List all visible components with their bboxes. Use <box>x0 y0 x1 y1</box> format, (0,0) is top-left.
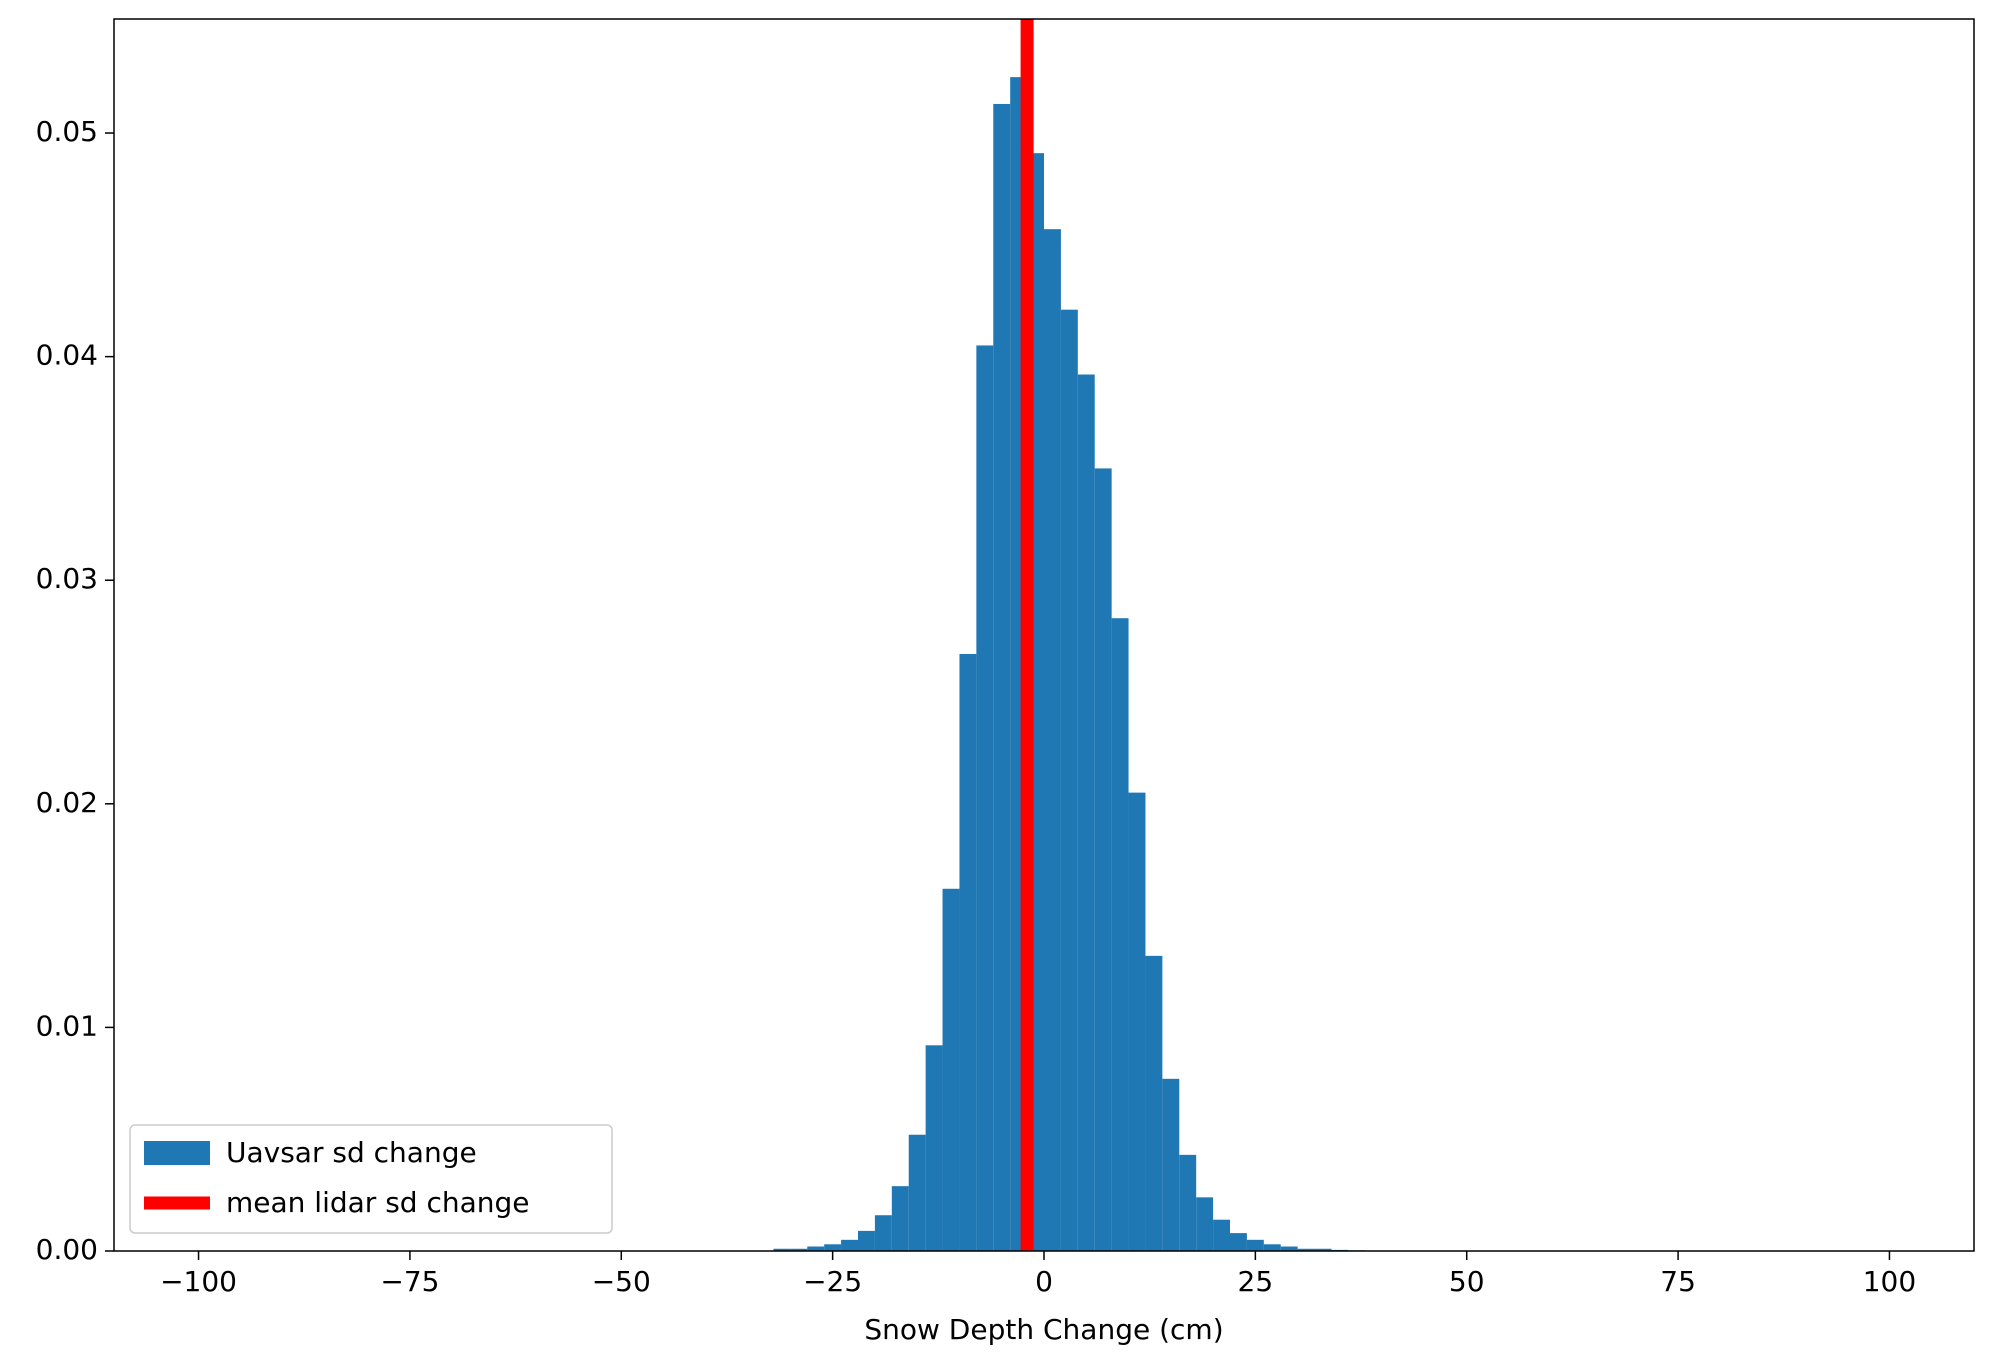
legend-box <box>129 1124 613 1234</box>
bar <box>1280 1246 1298 1251</box>
bar <box>1077 374 1095 1251</box>
bar <box>1060 309 1078 1251</box>
x-tick-label: −100 <box>160 1265 237 1298</box>
bar <box>1297 1248 1315 1251</box>
bar <box>1162 1078 1180 1251</box>
x-tick-label: −25 <box>803 1265 862 1298</box>
bar <box>773 1248 791 1251</box>
bar <box>807 1246 825 1251</box>
bar <box>959 654 977 1251</box>
bar <box>1263 1244 1281 1251</box>
x-tick-label: 25 <box>1238 1265 1274 1298</box>
bar <box>824 1244 842 1251</box>
y-tick-label: 0.04 <box>36 339 98 372</box>
y-tick-label: 0.03 <box>36 562 98 595</box>
x-tick-label: −50 <box>592 1265 651 1298</box>
bar <box>925 1045 943 1251</box>
bar <box>790 1248 808 1251</box>
y-tick-label: 0.01 <box>36 1009 98 1042</box>
x-tick-label: 100 <box>1863 1265 1916 1298</box>
x-tick-label: 75 <box>1660 1265 1696 1298</box>
bar <box>908 1134 926 1251</box>
bar <box>1230 1233 1247 1251</box>
bar <box>1128 792 1146 1251</box>
y-tick-label: 0.00 <box>36 1233 98 1266</box>
legend-label: mean lidar sd change <box>226 1186 530 1219</box>
bar <box>1111 618 1129 1251</box>
bar <box>841 1239 858 1251</box>
bar <box>993 103 1011 1251</box>
y-tick-label: 0.05 <box>36 115 98 148</box>
bar <box>891 1186 909 1251</box>
bar <box>976 345 994 1251</box>
bar <box>1145 955 1163 1251</box>
x-tick-label: 0 <box>1035 1265 1053 1298</box>
bar <box>1314 1248 1332 1251</box>
legend-label: Uavsar sd change <box>226 1136 477 1169</box>
bar <box>1094 468 1112 1252</box>
bar <box>1246 1239 1264 1251</box>
bar <box>942 888 960 1251</box>
y-tick-label: 0.02 <box>36 786 98 819</box>
bar <box>1213 1219 1230 1251</box>
bar <box>1196 1197 1214 1251</box>
bar <box>1179 1154 1197 1251</box>
bar <box>874 1215 892 1251</box>
legend-swatch <box>144 1141 210 1165</box>
x-tick-label: 50 <box>1449 1265 1485 1298</box>
x-tick-label: −75 <box>380 1265 439 1298</box>
bar <box>1044 229 1061 1251</box>
bar <box>858 1230 875 1251</box>
x-axis-label: Snow Depth Change (cm) <box>864 1313 1223 1346</box>
